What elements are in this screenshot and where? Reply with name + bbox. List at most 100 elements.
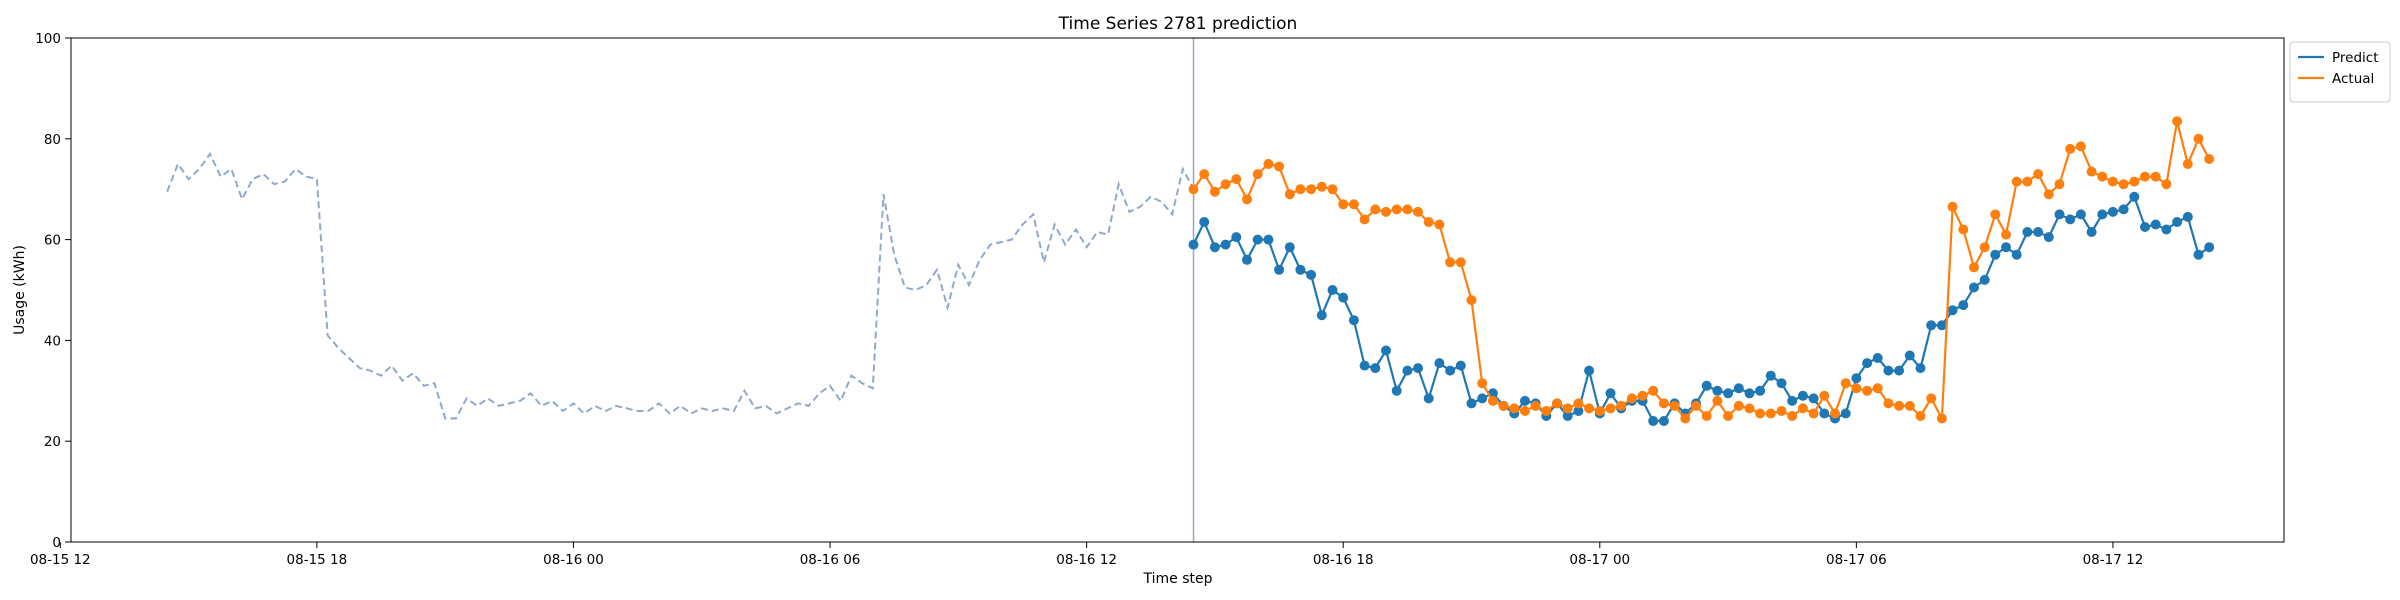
- predict-point: [1936, 320, 1947, 331]
- actual-point: [1680, 413, 1691, 424]
- actual-point: [2043, 189, 2054, 200]
- predict-point: [1209, 242, 1220, 253]
- actual-point: [1808, 408, 1819, 419]
- actual-point: [1402, 204, 1413, 215]
- x-tick-label: 08-17 00: [1569, 552, 1630, 568]
- actual-point: [1509, 403, 1520, 414]
- predict-point: [1755, 385, 1766, 396]
- predict-point: [1477, 393, 1488, 404]
- actual-point: [1445, 257, 1456, 268]
- actual-point: [1434, 219, 1445, 230]
- predict-point: [2129, 191, 2140, 202]
- predict-point: [1274, 264, 1285, 275]
- actual-point: [1712, 395, 1723, 406]
- actual-point: [2097, 171, 2108, 182]
- actual-point: [1637, 390, 1648, 401]
- x-tick-label: 08-16 12: [1056, 552, 1117, 568]
- y-tick-label: 60: [44, 233, 61, 249]
- actual-point: [1466, 295, 1477, 306]
- actual-point: [1477, 378, 1488, 389]
- plot-frame: [70, 37, 2285, 543]
- predict-point: [1220, 239, 1231, 250]
- actual-point: [1348, 199, 1359, 210]
- actual-point: [2086, 166, 2097, 177]
- predict-point: [1605, 388, 1616, 399]
- predict-point: [1242, 254, 1252, 265]
- predict-point: [2118, 204, 2129, 215]
- actual-point: [1220, 179, 1231, 190]
- predict-point: [1455, 360, 1466, 371]
- predict-point: [1819, 408, 1830, 419]
- actual-point: [1904, 400, 1915, 411]
- y-tick-label: 0: [52, 535, 61, 551]
- legend-label-predict: Predict: [2332, 50, 2379, 66]
- actual-point: [1573, 398, 1584, 409]
- actual-point: [1552, 398, 1562, 409]
- actual-point: [1862, 385, 1873, 396]
- history-line: [166, 151, 1195, 420]
- x-tick-label: 08-16 06: [800, 552, 861, 568]
- predict-point: [1445, 365, 1456, 376]
- predict-point: [1188, 239, 1199, 250]
- actual-point: [2033, 169, 2044, 180]
- axes: 0 20 40 60 80 100 08-15 12 08-15 18 08-16 00 08-1…: [30, 31, 2143, 568]
- legend-label-actual: Actual: [2332, 71, 2374, 87]
- predict-point: [1381, 345, 1391, 356]
- y-tick-label: 80: [44, 132, 61, 148]
- actual-point: [1327, 184, 1338, 195]
- actual-point: [1979, 242, 1990, 253]
- actual-point: [1648, 385, 1659, 396]
- predict-point: [1391, 385, 1402, 396]
- predict-point: [2140, 222, 2150, 232]
- actual-point: [2193, 133, 2204, 144]
- actual-point: [1701, 411, 1712, 421]
- predict-point: [1851, 373, 1862, 384]
- actual-point: [1541, 406, 1552, 416]
- actual-point: [1209, 186, 1220, 197]
- actual-point: [1872, 383, 1883, 394]
- predict-point: [1466, 398, 1477, 409]
- actual-point: [1594, 406, 1605, 416]
- predict-point: [2150, 219, 2161, 230]
- actual-point: [2011, 176, 2022, 187]
- actual-point: [1381, 206, 1391, 217]
- legend: Predict Actual: [2289, 41, 2391, 103]
- predict-point: [2075, 209, 2086, 220]
- actual-point: [1562, 403, 1573, 414]
- y-tick-label: 20: [44, 434, 61, 450]
- actual-point: [1990, 209, 2001, 220]
- actual-point: [1830, 408, 1840, 419]
- predict-point: [1872, 353, 1883, 363]
- predict-point: [1263, 234, 1274, 245]
- actual-point: [2054, 179, 2065, 190]
- predict-point: [1359, 360, 1370, 371]
- predict-point: [1423, 393, 1434, 404]
- actual-point: [1776, 406, 1787, 416]
- actual-point: [1969, 262, 1979, 273]
- actual-point: [1626, 393, 1637, 404]
- x-tick-label: 08-16 18: [1313, 552, 1374, 568]
- predict-point: [1370, 363, 1381, 374]
- predict-point: [1284, 242, 1295, 253]
- predict-point: [1712, 385, 1723, 396]
- actual-point: [1723, 411, 1734, 421]
- predict-point: [2022, 227, 2033, 237]
- predict-point: [1894, 365, 1905, 376]
- actual-point: [1498, 400, 1509, 411]
- predict-point: [1776, 378, 1787, 389]
- y-tick-label: 40: [44, 333, 61, 349]
- predict-point: [1904, 350, 1915, 361]
- actual-point: [2001, 229, 2011, 240]
- actual-point: [1787, 411, 1798, 421]
- x-tick-label: 08-15 12: [30, 552, 91, 568]
- actual-point: [1413, 206, 1423, 217]
- actual-point: [2129, 176, 2140, 187]
- predict-point: [1658, 416, 1669, 426]
- plot-area: [166, 38, 2215, 542]
- actual-point: [1744, 403, 1755, 414]
- actual-point: [1926, 393, 1937, 404]
- actual-point: [1530, 400, 1541, 411]
- actual-point: [1797, 403, 1808, 414]
- actual-point: [1274, 161, 1285, 172]
